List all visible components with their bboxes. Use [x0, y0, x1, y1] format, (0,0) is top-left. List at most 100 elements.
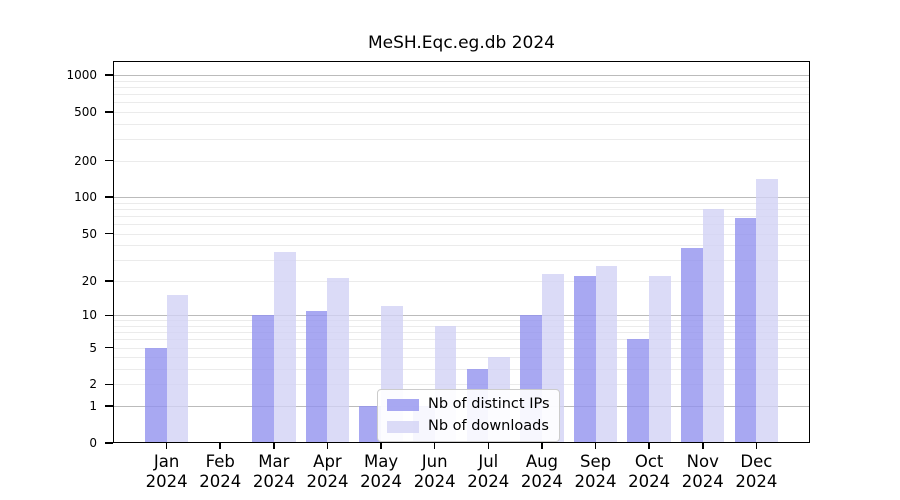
bar-distinct-ips	[252, 315, 274, 443]
y-tick-mark	[105, 383, 113, 386]
gridline-minor	[113, 260, 810, 262]
y-tick-mark	[105, 346, 113, 349]
bar-downloads	[273, 252, 296, 443]
y-tick-label: 5	[89, 340, 97, 355]
x-tick-label: Jul 2024	[467, 452, 510, 491]
bar-distinct-ips	[573, 275, 596, 443]
gridline-minor	[113, 233, 810, 235]
x-tick-mark	[755, 443, 758, 449]
x-tick-label: Sep 2024	[574, 452, 617, 491]
x-tick-label: Aug 2024	[520, 452, 563, 491]
bar-distinct-ips	[359, 406, 382, 443]
gridline-minor	[113, 139, 810, 140]
y-tick-mark	[105, 196, 113, 198]
x-tick-mark	[273, 443, 275, 449]
bar-distinct-ips	[627, 339, 650, 443]
gridline-minor	[113, 160, 810, 162]
y-tick-mark	[105, 405, 113, 407]
plot-area: Nb of distinct IPs Nb of downloads	[113, 61, 810, 443]
y-tick-mark	[105, 232, 113, 235]
y-tick-mark	[105, 159, 113, 162]
y-tick-label: 200	[74, 153, 97, 168]
gridline-minor	[113, 208, 810, 210]
legend-item-downloads: Nb of downloads	[387, 417, 550, 436]
y-tick-label: 50	[81, 226, 97, 241]
y-tick-mark	[105, 280, 113, 282]
gridline-minor	[113, 86, 810, 88]
gridline-minor	[113, 93, 810, 95]
x-tick-mark	[326, 443, 329, 449]
gridline-minor	[113, 325, 810, 327]
y-tick-label: 0	[89, 436, 97, 450]
gridline-minor	[113, 224, 810, 226]
gridline-minor	[113, 357, 810, 359]
y-tick-label: 1	[89, 399, 97, 414]
gridline-minor	[113, 347, 810, 349]
chart-title: MeSH.Eqc.eg.db 2024	[368, 33, 555, 53]
x-tick-label: May 2024	[360, 452, 403, 491]
x-tick-mark	[219, 443, 221, 449]
y-tick-label: 500	[74, 104, 97, 119]
legend-label-distinct-ips: Nb of distinct IPs	[428, 396, 550, 412]
gridline-minor	[113, 111, 810, 113]
legend-item-distinct-ips: Nb of distinct IPs	[387, 395, 550, 414]
bar-distinct-ips	[305, 310, 328, 443]
x-tick-mark	[165, 443, 168, 449]
x-tick-mark	[648, 443, 650, 449]
gridline-minor	[113, 280, 810, 282]
y-tick-label: 100	[74, 190, 97, 205]
bar-downloads	[166, 295, 189, 443]
x-tick-label: Apr 2024	[306, 452, 349, 491]
y-tick-label: 20	[81, 273, 97, 288]
y-tick-mark	[105, 314, 113, 317]
gridline-minor	[113, 123, 810, 125]
bar-distinct-ips	[681, 247, 703, 443]
x-tick-label: Jun 2024	[413, 452, 456, 491]
x-tick-mark	[433, 443, 436, 449]
y-tick-label: 2	[89, 377, 97, 392]
x-tick-mark	[380, 443, 382, 449]
gridline-major	[113, 75, 810, 76]
x-tick-mark	[487, 443, 490, 449]
x-tick-label: Jan 2024	[145, 452, 188, 491]
x-tick-label: Oct 2024	[628, 452, 671, 491]
x-tick-mark	[702, 443, 704, 449]
bar-downloads	[595, 265, 618, 443]
bar-downloads	[756, 179, 779, 443]
y-tick-mark	[105, 111, 113, 113]
gridline-major	[113, 197, 810, 199]
y-tick-mark	[105, 442, 113, 444]
gridline-minor	[113, 245, 810, 247]
x-tick-label: Dec 2024	[735, 452, 778, 491]
gridline-minor	[113, 339, 810, 341]
x-tick-label: Mar 2024	[252, 452, 295, 491]
gridline-minor	[113, 102, 810, 104]
gridline-minor	[113, 369, 810, 371]
bar-downloads	[649, 275, 671, 443]
x-tick-mark	[541, 443, 543, 449]
bar-downloads	[702, 208, 725, 443]
gridline-minor	[113, 332, 810, 334]
x-tick-label: Nov 2024	[681, 452, 724, 491]
bar-downloads	[327, 278, 350, 443]
y-tick-label: 1000	[66, 68, 97, 82]
grid-layer	[113, 61, 810, 443]
x-tick-label: Feb 2024	[199, 452, 242, 491]
y-tick-mark	[105, 74, 113, 76]
bar-distinct-ips	[734, 218, 757, 443]
legend-swatch-downloads	[387, 420, 419, 433]
x-tick-mark	[594, 443, 597, 449]
y-tick-label: 10	[81, 308, 97, 323]
gridline-major	[113, 315, 810, 317]
legend: Nb of distinct IPs Nb of downloads	[377, 389, 560, 442]
legend-swatch-distinct-ips	[387, 398, 419, 411]
bar-distinct-ips	[144, 347, 167, 443]
gridline-minor	[113, 320, 810, 322]
gridline-minor	[113, 202, 810, 204]
gridline-minor	[113, 80, 810, 82]
gridline-minor	[113, 384, 810, 386]
gridline-minor	[113, 215, 810, 217]
legend-label-downloads: Nb of downloads	[428, 418, 549, 434]
bar-layer	[113, 61, 810, 443]
